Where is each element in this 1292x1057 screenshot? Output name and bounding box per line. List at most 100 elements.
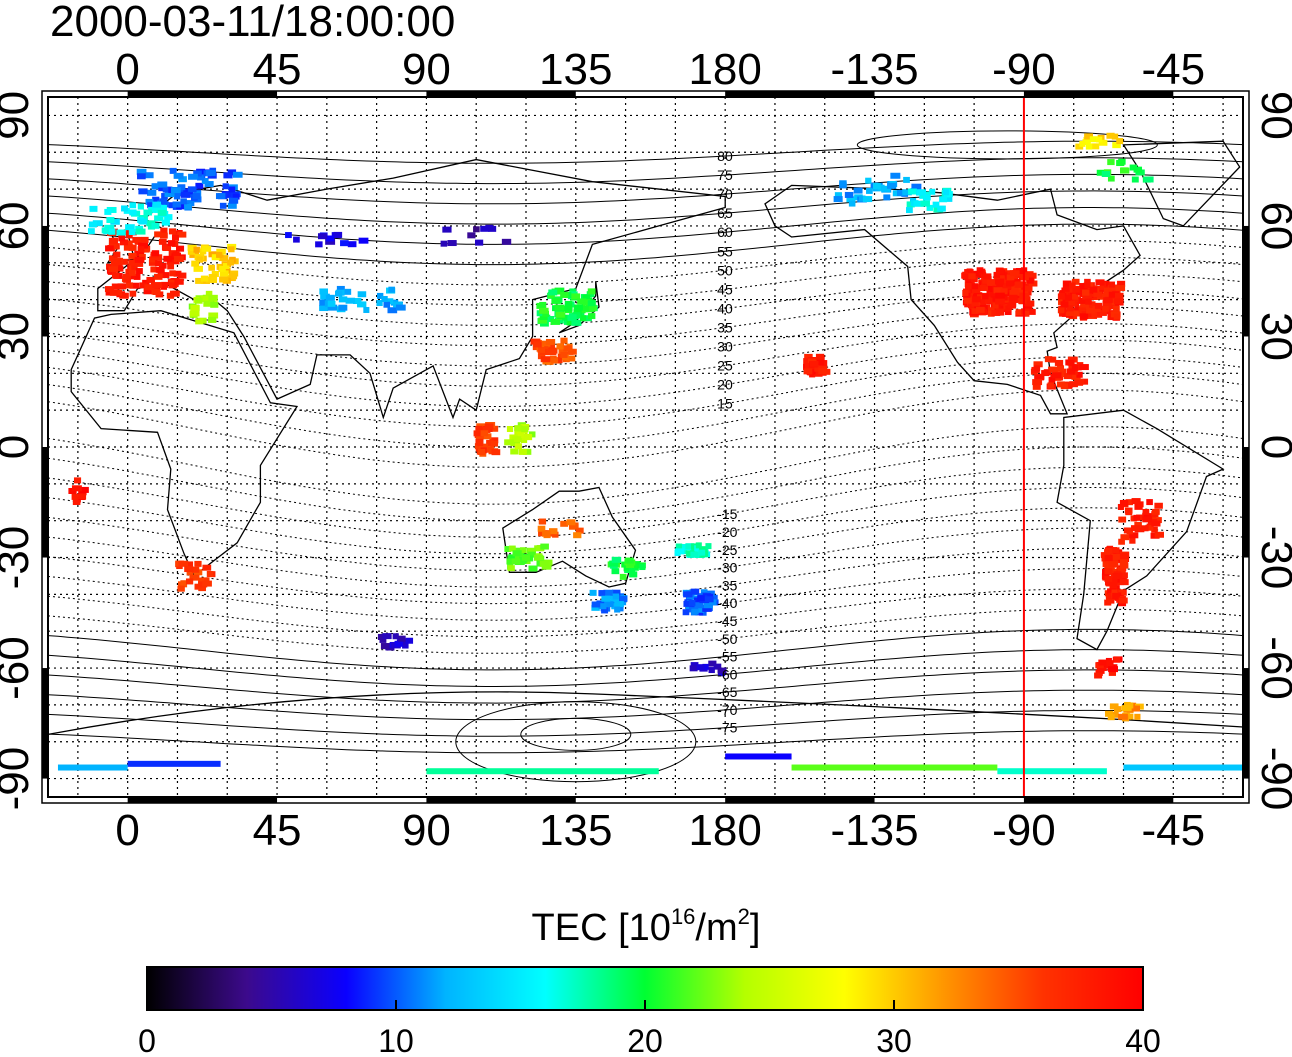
tec-cell <box>504 546 511 553</box>
tec-cell <box>573 304 583 311</box>
tec-cell <box>1112 592 1120 599</box>
tec-cell <box>1078 307 1086 314</box>
tec-cell <box>1108 281 1115 288</box>
tec-cell <box>88 221 97 228</box>
tec-cell <box>1151 508 1160 515</box>
tec-cell <box>1057 307 1065 314</box>
tec-cell <box>1079 283 1088 290</box>
tec-cell <box>228 273 238 280</box>
magnetic-contour <box>48 487 1243 555</box>
tec-cell <box>540 342 548 349</box>
tec-cell <box>167 240 176 247</box>
tec-cell <box>87 228 95 235</box>
tec-cell <box>146 276 155 283</box>
tec-cell <box>393 301 403 308</box>
tec-cell <box>866 187 873 194</box>
tec-cell <box>862 196 873 203</box>
tec-cell <box>145 198 154 205</box>
tec-cell <box>565 355 576 362</box>
magnetic-contour <box>48 466 1243 538</box>
tec-cell <box>180 198 187 205</box>
tec-cell <box>542 310 549 317</box>
x-tick-label-bottom: -90 <box>992 806 1056 855</box>
tec-cell <box>1071 373 1081 380</box>
tec-cell <box>81 486 89 493</box>
tec-cell <box>573 532 582 539</box>
tec-cell <box>201 245 212 252</box>
tec-cell <box>188 173 198 180</box>
tec-cell <box>152 282 162 289</box>
tec-cell <box>976 267 984 274</box>
colorbar-title-exp: 16 <box>670 904 696 929</box>
tec-cell <box>174 255 184 262</box>
tec-cell <box>151 222 160 229</box>
tec-cell <box>480 225 490 232</box>
tec-cell <box>601 595 611 602</box>
tec-cell <box>219 276 229 283</box>
tec-cell <box>1111 553 1120 560</box>
tec-cell <box>383 301 391 308</box>
tec-cell <box>473 226 480 233</box>
tec-cell <box>1098 139 1108 146</box>
tec-cell <box>110 218 120 225</box>
map-content: 80 75 70 65 60 55 50 45 40 35 30 25 20 15 -15 -20 -25 -30… <box>48 97 1243 797</box>
tec-cell <box>185 200 195 207</box>
tec-polar-strip <box>57 764 128 771</box>
tec-cell <box>571 319 582 326</box>
tec-cell <box>512 550 522 557</box>
frame-band-seg <box>42 668 48 779</box>
tec-cell <box>1107 175 1115 182</box>
tec-cell <box>694 602 704 609</box>
tec-cell <box>108 266 119 273</box>
tec-cell <box>1010 285 1019 292</box>
tec-cell <box>481 426 491 433</box>
tec-cell <box>688 599 696 606</box>
tec-cell <box>193 265 203 272</box>
tec-cell <box>382 633 392 640</box>
tec-cell <box>1095 279 1105 286</box>
tec-cell <box>1067 359 1075 366</box>
tec-cell <box>1000 288 1008 295</box>
tec-cell <box>522 448 532 455</box>
tec-cell <box>158 185 166 192</box>
tec-cell <box>1079 364 1089 371</box>
tec-cell <box>573 309 582 316</box>
tec-cell <box>1084 282 1091 289</box>
tec-cell <box>902 189 912 196</box>
tec-cell <box>598 590 606 597</box>
tec-cell <box>1097 309 1107 316</box>
tec-cell <box>1118 597 1128 604</box>
tec-cell <box>141 236 149 243</box>
tec-cell <box>1131 498 1141 505</box>
tec-cell <box>198 585 206 592</box>
tec-cell <box>340 240 349 247</box>
tec-cell <box>1004 290 1014 297</box>
tec-cell <box>1079 313 1089 320</box>
tec-cell <box>1151 526 1158 533</box>
tec-cell <box>551 357 559 364</box>
tec-cell <box>812 370 823 377</box>
tec-cell <box>154 231 162 238</box>
tec-cell <box>682 609 690 616</box>
magnetic-pole-oval-south-outer <box>455 701 697 783</box>
tec-cell <box>962 273 969 280</box>
tec-cell <box>117 265 124 272</box>
tec-cell <box>196 256 203 263</box>
tec-cell <box>172 290 180 297</box>
tec-cell <box>1111 547 1120 554</box>
tec-cell <box>155 260 163 267</box>
tec-cell <box>402 642 409 649</box>
colorbar-ticks: 0 10 20 30 40 <box>138 1000 1161 1057</box>
tec-cell <box>1065 310 1074 317</box>
tec-cell <box>1137 501 1144 508</box>
tec-cell <box>965 273 976 280</box>
tec-cell <box>1008 294 1018 301</box>
tec-cell <box>171 234 179 241</box>
tec-cell <box>1085 143 1093 150</box>
tec-cell <box>563 345 573 352</box>
tec-cell <box>1063 294 1074 301</box>
tec-cell <box>1102 292 1113 299</box>
tec-cell <box>1072 286 1080 293</box>
magnetic-contour <box>48 256 1243 306</box>
tec-cell <box>549 528 558 535</box>
